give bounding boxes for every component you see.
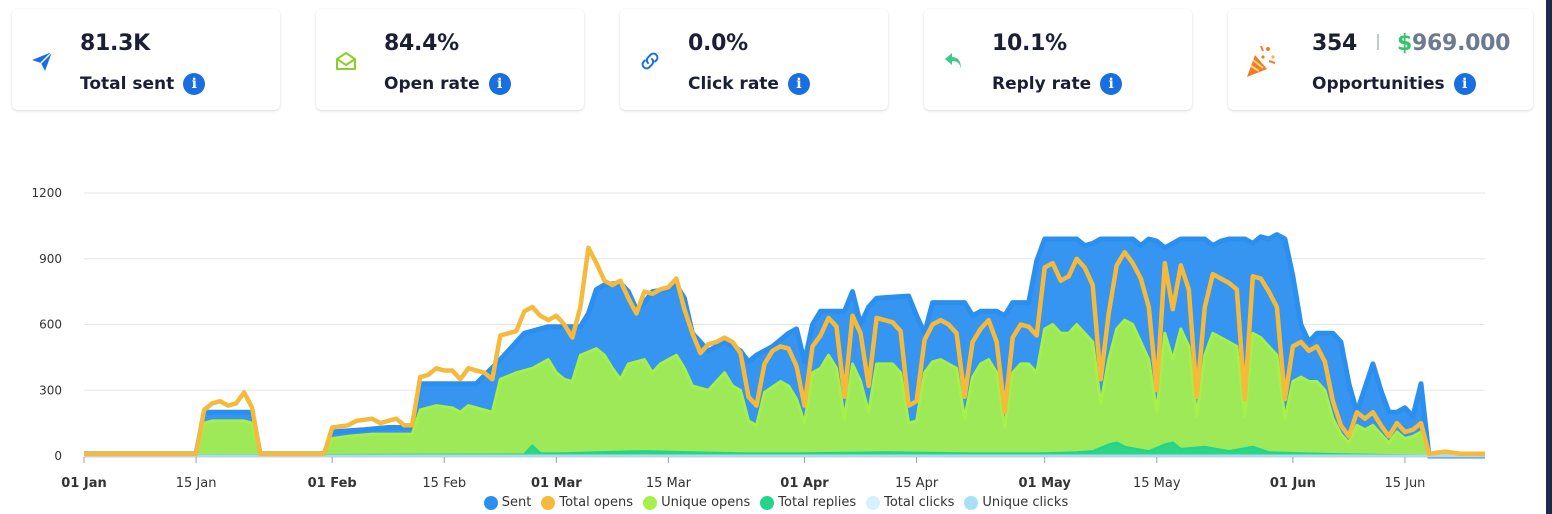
paper-plane-icon <box>30 49 54 73</box>
click-rate-value: 0.0% <box>688 31 748 56</box>
legend-dot <box>483 495 498 510</box>
series-line-total-replies <box>83 441 1485 458</box>
y-tick-label: 300 <box>39 383 62 397</box>
x-tick-label: 15 Feb <box>422 476 466 491</box>
info-icon[interactable]: i <box>1100 73 1123 95</box>
x-tick-label: 01 Jun <box>1270 476 1316 491</box>
legend-item-sent[interactable]: Sent <box>483 495 532 510</box>
chart-legend: Sent Total opens Unique opens Total replies… <box>0 495 1552 514</box>
stat-card-click-rate: 0.0% Click rate i <box>620 9 888 110</box>
legend-label: Total opens <box>559 495 634 510</box>
x-tick-label: 01 Feb <box>308 476 357 491</box>
info-icon[interactable]: i <box>787 73 810 95</box>
reply-rate-value: 10.1% <box>992 31 1067 56</box>
x-tick-label: 15 Jan <box>176 476 217 491</box>
legend-label: Unique clicks <box>982 495 1069 510</box>
x-tick-label: 01 Mar <box>531 476 582 491</box>
legend-label: Sent <box>501 495 532 510</box>
y-tick-label: 1200 <box>31 186 62 200</box>
legend-dot <box>964 495 979 510</box>
opportunities-currency: $ <box>1397 31 1413 56</box>
activity-area-chart: 0 300 600 900 1200 01 Jan 15 Jan 01 Feb 15 Feb 01… <box>31 186 1485 491</box>
opportunities-value: 969.000 <box>1412 31 1511 56</box>
total-sent-value: 81.3K <box>80 31 150 56</box>
series-area-total-replies <box>84 442 1485 456</box>
stat-card-opportunities: 354 $969.000 Opportunities i <box>1228 9 1533 110</box>
x-tick-label: 15 Mar <box>646 476 692 491</box>
party-popper-icon <box>1244 43 1278 79</box>
divider <box>1377 34 1380 50</box>
legend-dot <box>760 495 775 510</box>
legend-label: Total replies <box>778 495 857 510</box>
legend-item-total-replies[interactable]: Total replies <box>760 495 856 510</box>
legend-label: Unique opens <box>661 495 751 510</box>
x-tick-label: 15 May <box>1133 476 1181 491</box>
legend-item-unique-opens[interactable]: Unique opens <box>643 495 750 510</box>
stat-card-reply-rate: 10.1% Reply rate i <box>924 9 1192 110</box>
legend-dot <box>541 495 556 510</box>
legend-item-total-clicks[interactable]: Total clicks <box>866 495 954 510</box>
click-rate-label: Click rate <box>688 74 779 94</box>
x-tick-label: 15 Jun <box>1384 476 1425 491</box>
stat-card-total-sent: 81.3K Total sent i <box>12 9 280 110</box>
opportunities-label: Opportunities <box>1312 74 1445 94</box>
series-line-unique-opens <box>84 318 1485 457</box>
legend-dot <box>866 495 881 510</box>
legend-item-unique-clicks[interactable]: Unique clicks <box>964 495 1068 510</box>
info-icon[interactable]: i <box>488 73 511 95</box>
x-tick-label: 01 May <box>1018 476 1071 491</box>
stat-card-open-rate: 84.4% Open rate i <box>316 9 584 110</box>
reply-arrow-icon <box>942 49 966 73</box>
legend-label: Total clicks <box>884 495 955 510</box>
y-tick-label: 900 <box>39 252 62 266</box>
opportunities-count: 354 <box>1312 31 1358 56</box>
reply-rate-label: Reply rate <box>992 74 1092 94</box>
series-line-total-opens <box>84 245 1485 457</box>
info-icon[interactable]: i <box>183 73 206 95</box>
y-tick-label: 0 <box>54 449 62 463</box>
total-sent-label: Total sent <box>80 74 175 94</box>
x-tick-label: 15 Apr <box>895 476 939 491</box>
link-icon <box>638 49 662 73</box>
open-rate-value: 84.4% <box>384 31 459 56</box>
open-rate-label: Open rate <box>384 74 480 94</box>
legend-item-total-opens[interactable]: Total opens <box>541 495 633 510</box>
open-envelope-icon <box>334 49 358 73</box>
series-area-unique-opens <box>84 320 1485 456</box>
y-tick-label: 600 <box>39 318 62 332</box>
x-tick-label: 01 Jan <box>61 476 106 491</box>
x-tick-label: 01 Apr <box>780 476 829 491</box>
window-edge <box>1546 0 1552 514</box>
legend-dot <box>643 495 658 510</box>
info-icon[interactable]: i <box>1453 73 1476 95</box>
